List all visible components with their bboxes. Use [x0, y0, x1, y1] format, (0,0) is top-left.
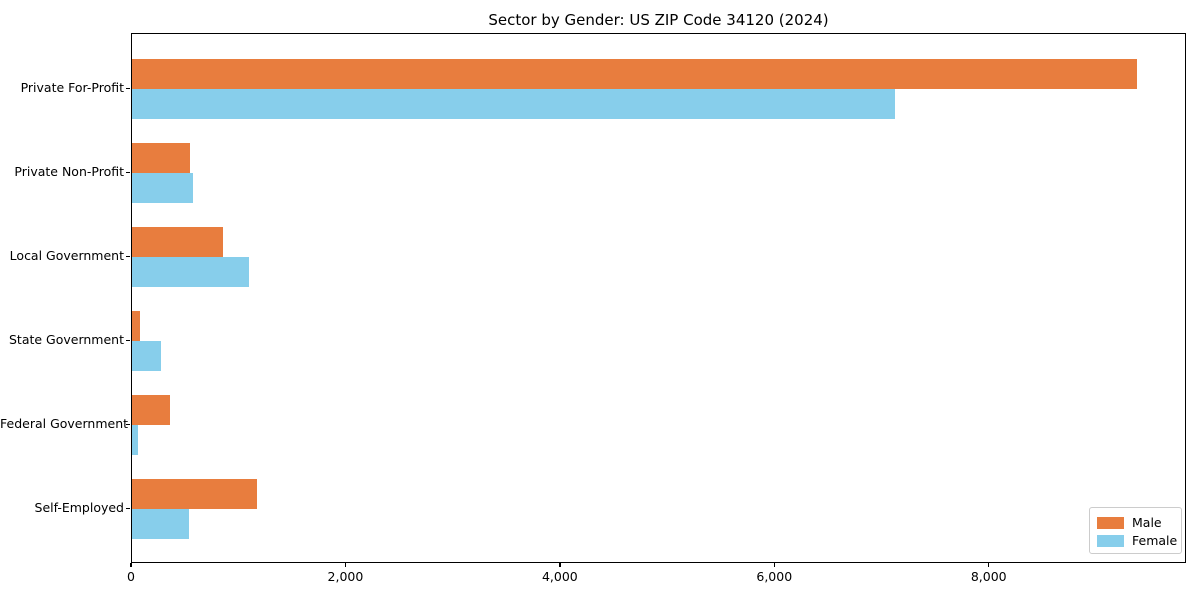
- plot-area: [131, 33, 1186, 563]
- xtick-mark: [344, 563, 347, 567]
- xtick-mark: [130, 563, 132, 567]
- ytick-mark: [126, 88, 130, 90]
- bar-female-private-non-profit: [132, 173, 194, 203]
- bar-female-local-government: [132, 257, 249, 287]
- xtick-mark: [988, 563, 990, 567]
- bar-male-federal-government: [132, 395, 171, 425]
- bar-female-state-government: [132, 341, 161, 371]
- ytick-mark: [126, 340, 130, 342]
- legend: Male Female: [1089, 507, 1182, 554]
- ytick-label-state-government: State Government: [8, 332, 124, 347]
- xtick-label-4000: 4,000: [541, 569, 578, 584]
- xtick-mark: [559, 563, 561, 567]
- bar-female-self-employed: [132, 509, 189, 539]
- bar-male-local-government: [132, 227, 224, 257]
- legend-label-female: Female: [1132, 533, 1178, 548]
- bar-female-federal-government: [132, 425, 139, 455]
- chart-title: Sector by Gender: US ZIP Code 34120 (202…: [488, 11, 829, 29]
- ytick-mark: [126, 508, 130, 510]
- legend-swatch-male: [1097, 516, 1124, 529]
- bar-male-state-government: [132, 311, 140, 341]
- bar-male-self-employed: [132, 479, 257, 509]
- ytick-label-federal-government: Federal Government: [0, 416, 129, 431]
- ytick-label-private-non-profit: Private Non-Profit: [14, 164, 124, 179]
- bar-male-private-for-profit: [132, 59, 1137, 89]
- xtick-label-2000: 2,000: [327, 569, 364, 584]
- ytick-label-local-government: Local Government: [9, 248, 124, 263]
- legend-label-male: Male: [1132, 515, 1162, 530]
- ytick-mark: [126, 172, 130, 174]
- ytick-label-self-employed: Self-Employed: [34, 500, 124, 515]
- xtick-label-6000: 6,000: [756, 569, 793, 584]
- xtick-mark: [773, 563, 775, 567]
- ytick-mark: [126, 256, 130, 258]
- legend-entry-female: Female: [1097, 532, 1181, 549]
- xtick-label-8000: 8,000: [970, 569, 1007, 584]
- bar-male-private-non-profit: [132, 143, 190, 173]
- legend-entry-male: Male: [1097, 514, 1181, 531]
- ytick-label-private-for-profit: Private For-Profit: [20, 80, 124, 95]
- ytick-mark: [126, 424, 130, 426]
- legend-swatch-female: [1097, 534, 1124, 547]
- bar-female-private-for-profit: [132, 89, 895, 119]
- xtick-label-0: 0: [127, 569, 135, 584]
